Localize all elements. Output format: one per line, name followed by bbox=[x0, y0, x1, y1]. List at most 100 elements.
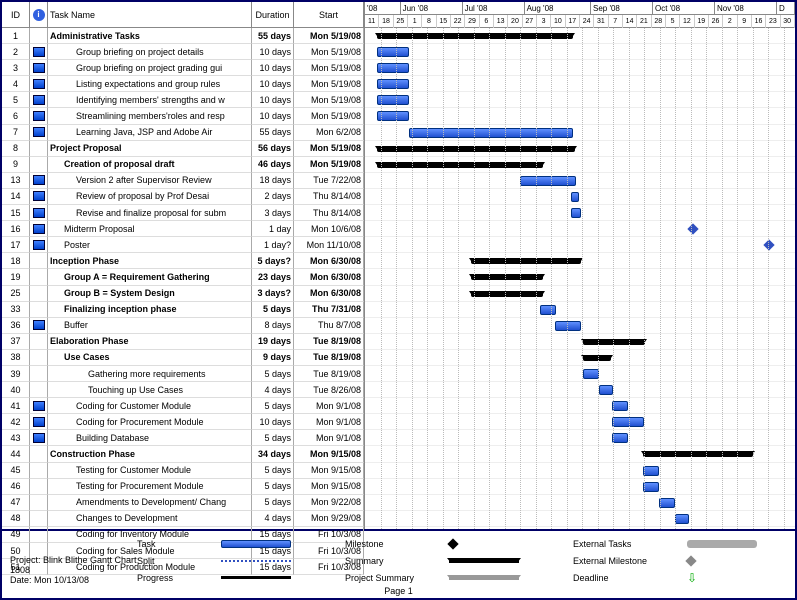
day-cell: 21 bbox=[637, 15, 651, 28]
gantt-row[interactable] bbox=[365, 382, 795, 398]
summary-bar[interactable] bbox=[377, 146, 575, 152]
summary-bar[interactable] bbox=[471, 258, 581, 264]
task-bar[interactable] bbox=[377, 63, 409, 73]
gantt-row[interactable] bbox=[365, 173, 795, 189]
header-info[interactable]: i bbox=[30, 2, 48, 28]
table-row[interactable]: 6Streamlining members'roles and resp10 d… bbox=[2, 108, 364, 124]
table-row[interactable]: 25Group B = System Design3 days?Mon 6/30… bbox=[2, 286, 364, 302]
header-id[interactable]: ID bbox=[2, 2, 30, 28]
table-row[interactable]: 33Finalizing inception phase5 daysThu 7/… bbox=[2, 302, 364, 318]
table-row[interactable]: 19Group A = Requirement Gathering23 days… bbox=[2, 269, 364, 285]
header-start[interactable]: Start bbox=[294, 2, 364, 28]
gantt-row[interactable] bbox=[365, 366, 795, 382]
gantt-row[interactable] bbox=[365, 398, 795, 414]
constraint-icon bbox=[33, 224, 45, 234]
gantt-row[interactable] bbox=[365, 463, 795, 479]
table-row[interactable]: 18Inception Phase5 days?Mon 6/30/08 bbox=[2, 253, 364, 269]
gantt-row[interactable] bbox=[365, 479, 795, 495]
cell-start: Mon 5/19/08 bbox=[294, 92, 364, 108]
gantt-row[interactable] bbox=[365, 221, 795, 237]
table-row[interactable]: 13Version 2 after Supervisor Review18 da… bbox=[2, 173, 364, 189]
task-bar[interactable] bbox=[612, 433, 628, 443]
summary-bar[interactable] bbox=[471, 291, 543, 297]
table-row[interactable]: 45Testing for Customer Module5 daysMon 9… bbox=[2, 463, 364, 479]
task-bar[interactable] bbox=[599, 385, 613, 395]
header-duration[interactable]: Duration bbox=[252, 2, 294, 28]
table-row[interactable]: 41Coding for Customer Module5 daysMon 9/… bbox=[2, 398, 364, 414]
summary-bar[interactable] bbox=[377, 33, 573, 39]
table-row[interactable]: 15Revise and finalize proposal for subm3… bbox=[2, 205, 364, 221]
table-row[interactable]: 17Poster1 day?Mon 11/10/08 bbox=[2, 237, 364, 253]
milestone-marker[interactable] bbox=[687, 223, 698, 234]
gantt-row[interactable] bbox=[365, 28, 795, 44]
table-row[interactable]: 3Group briefing on project grading gui10… bbox=[2, 60, 364, 76]
table-row[interactable]: 37Elaboration Phase19 daysTue 8/19/08 bbox=[2, 334, 364, 350]
gantt-row[interactable] bbox=[365, 414, 795, 430]
gantt-row[interactable] bbox=[365, 495, 795, 511]
table-row[interactable]: 46Testing for Procurement Module5 daysMo… bbox=[2, 479, 364, 495]
task-bar[interactable] bbox=[675, 514, 689, 524]
task-bar[interactable] bbox=[555, 321, 581, 331]
table-row[interactable]: 7Learning Java, JSP and Adobe Air55 days… bbox=[2, 125, 364, 141]
summary-bar[interactable] bbox=[583, 339, 645, 345]
gantt-row[interactable] bbox=[365, 205, 795, 221]
table-row[interactable]: 38Use Cases9 daysTue 8/19/08 bbox=[2, 350, 364, 366]
gantt-row[interactable] bbox=[365, 446, 795, 462]
table-row[interactable]: 39Gathering more requirements5 daysTue 8… bbox=[2, 366, 364, 382]
task-bar[interactable] bbox=[377, 47, 409, 57]
task-bar[interactable] bbox=[377, 95, 409, 105]
gantt-row[interactable] bbox=[365, 237, 795, 253]
task-bar[interactable] bbox=[409, 128, 573, 138]
gantt-row[interactable] bbox=[365, 269, 795, 285]
gantt-row[interactable] bbox=[365, 76, 795, 92]
table-row[interactable]: 40Touching up Use Cases4 daysTue 8/26/08 bbox=[2, 382, 364, 398]
gantt-row[interactable] bbox=[365, 125, 795, 141]
table-row[interactable]: 5Identifying members' strengths and w10 … bbox=[2, 92, 364, 108]
summary-bar[interactable] bbox=[471, 274, 543, 280]
table-row[interactable]: 8Project Proposal56 daysMon 5/19/08 bbox=[2, 141, 364, 157]
gantt-row[interactable] bbox=[365, 527, 795, 529]
table-row[interactable]: 9Creation of proposal draft46 daysMon 5/… bbox=[2, 157, 364, 173]
day-cell: 17 bbox=[566, 15, 580, 28]
task-bar[interactable] bbox=[377, 111, 409, 121]
gantt-row[interactable] bbox=[365, 60, 795, 76]
task-bar[interactable] bbox=[659, 498, 675, 508]
task-bar[interactable] bbox=[540, 305, 556, 315]
table-row[interactable]: 1Administrative Tasks55 daysMon 5/19/08 bbox=[2, 28, 364, 44]
table-row[interactable]: 36Buffer8 daysThu 8/7/08 bbox=[2, 318, 364, 334]
task-bar[interactable] bbox=[612, 401, 628, 411]
table-row[interactable]: 14Review of proposal by Prof Desai2 days… bbox=[2, 189, 364, 205]
table-row[interactable]: 48Changes to Development4 daysMon 9/29/0… bbox=[2, 511, 364, 527]
summary-bar[interactable] bbox=[377, 162, 543, 168]
table-row[interactable]: 4Listing expectations and group rules10 … bbox=[2, 76, 364, 92]
table-row[interactable]: 2Group briefing on project details10 day… bbox=[2, 44, 364, 60]
task-bar[interactable] bbox=[643, 482, 659, 492]
table-row[interactable]: 43Building Database5 daysMon 9/1/08 bbox=[2, 430, 364, 446]
gantt-row[interactable] bbox=[365, 141, 795, 157]
gantt-row[interactable] bbox=[365, 350, 795, 366]
task-bar[interactable] bbox=[571, 208, 581, 218]
gantt-row[interactable] bbox=[365, 318, 795, 334]
milestone-marker[interactable] bbox=[763, 240, 774, 251]
gantt-row[interactable] bbox=[365, 286, 795, 302]
gantt-area[interactable]: '08Jun '08Jul '08Aug '08Sep '08Oct '08No… bbox=[365, 2, 795, 529]
gantt-row[interactable] bbox=[365, 92, 795, 108]
table-row[interactable]: 44Construction Phase34 daysMon 9/15/08 bbox=[2, 446, 364, 462]
table-row[interactable]: 16Midterm Proposal1 dayMon 10/6/08 bbox=[2, 221, 364, 237]
gantt-row[interactable] bbox=[365, 302, 795, 318]
task-bar[interactable] bbox=[520, 176, 576, 186]
gantt-row[interactable] bbox=[365, 430, 795, 446]
gantt-row[interactable] bbox=[365, 44, 795, 60]
task-bar[interactable] bbox=[377, 79, 409, 89]
gantt-row[interactable] bbox=[365, 511, 795, 527]
table-row[interactable]: 42Coding for Procurement Module10 daysMo… bbox=[2, 414, 364, 430]
gantt-row[interactable] bbox=[365, 334, 795, 350]
gantt-row[interactable] bbox=[365, 108, 795, 124]
table-row[interactable]: 47Amendments to Development/ Chang5 days… bbox=[2, 495, 364, 511]
gantt-row[interactable] bbox=[365, 189, 795, 205]
header-name[interactable]: Task Name bbox=[48, 2, 252, 28]
task-bar[interactable] bbox=[643, 466, 659, 476]
gantt-row[interactable] bbox=[365, 253, 795, 269]
task-bar[interactable] bbox=[571, 192, 579, 202]
gantt-row[interactable] bbox=[365, 157, 795, 173]
